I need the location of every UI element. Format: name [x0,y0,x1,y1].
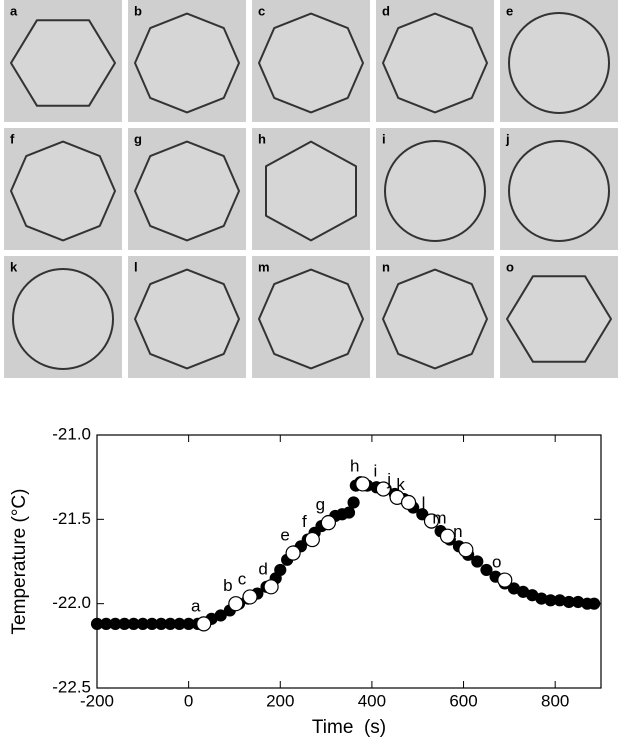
x-axis-label: Time (s) [312,717,386,738]
panel-label: k [10,259,18,274]
crystal-outline [12,268,114,370]
point-label: l [422,494,426,513]
open-point [497,572,513,588]
point-label: g [316,495,325,514]
open-point [355,476,371,492]
open-point [242,589,258,605]
crystal-outline [508,12,610,114]
x-tick-label: -200 [80,691,114,710]
panel-label: l [134,259,138,274]
crystal-outline [10,19,116,107]
panel-label: h [258,131,266,146]
x-tick-label: 800 [541,691,569,710]
panel-label: j [505,131,510,146]
panel-label: c [258,3,265,18]
y-tick-label: -22.5 [52,677,91,696]
y-tick-label: -22.0 [52,593,91,612]
panel-label: b [134,3,142,18]
point-label: b [223,576,232,595]
crystal-outline [10,140,116,242]
open-point [304,531,320,548]
x-tick-label: 200 [266,691,294,710]
crystal-outline [508,140,610,242]
open-point [228,596,244,612]
open-point [458,542,474,558]
x-tick-label: 400 [358,691,386,710]
crystal-outline [258,268,364,370]
point-label: e [280,526,289,545]
panel-label: f [10,131,15,146]
filled-point [471,555,484,568]
point-label: o [492,553,501,572]
crystal-outline [258,12,364,114]
filled-point [588,597,601,610]
filled-point [274,563,287,577]
point-label: n [453,522,462,541]
y-axis-label: Temperature (°C) [9,489,30,635]
point-label: i [373,461,377,480]
point-label: m [432,509,446,528]
point-label: j [386,470,391,489]
crystal-outline [134,12,240,114]
open-point [400,494,417,511]
point-label: a [191,596,201,615]
filled-point [342,506,356,519]
crystal-outline [382,12,488,114]
panel-label: n [382,259,390,274]
x-tick-label: 600 [449,691,477,710]
crystal-outline [134,140,240,242]
panel-label: m [258,259,270,274]
crystal-outline [382,268,488,370]
crystal-outline [134,268,240,370]
open-point [439,528,456,544]
open-point [196,616,212,632]
crystal-outline [384,140,486,242]
open-point [423,513,440,529]
open-point [320,515,336,531]
panel-label: e [506,3,513,18]
panel-label: o [506,259,514,274]
panel-label: i [382,131,386,146]
plot-frame [96,434,602,689]
point-label: d [258,559,267,578]
point-label: c [238,569,247,588]
filled-point [480,563,493,577]
open-point [285,545,301,561]
crystal-outline [265,140,357,242]
x-tick-label: 0 [184,691,193,710]
point-label: k [396,475,405,494]
panel-label: d [382,3,390,18]
filled-point [214,609,227,622]
open-point [263,579,279,595]
point-label: h [350,456,359,475]
y-tick-label: -21.5 [52,509,91,528]
y-tick-label: -21.0 [52,424,91,443]
panel-label: a [10,3,18,18]
open-point [375,481,391,497]
point-label: f [302,512,307,531]
filled-point [347,496,360,509]
crystal-outline [506,275,612,363]
panel-label: g [134,131,142,146]
